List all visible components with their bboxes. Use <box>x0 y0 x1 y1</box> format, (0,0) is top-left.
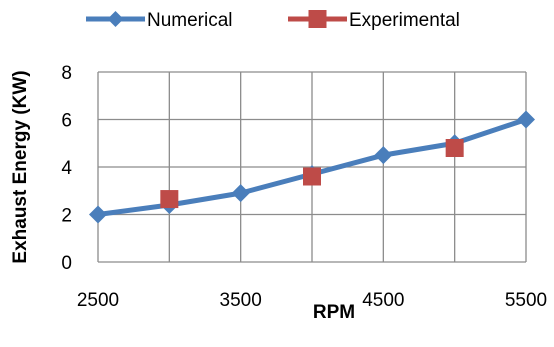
data-point-experimental <box>445 139 464 157</box>
y-tick-label: 0 <box>61 253 72 274</box>
x-tick-label: 3500 <box>220 290 262 311</box>
y-tick-label: 2 <box>61 206 72 227</box>
legend-label-numerical: Numerical <box>147 10 233 31</box>
legend-marker-experimental <box>308 10 327 28</box>
legend-marker-numerical <box>107 11 124 27</box>
y-tick-label: 6 <box>61 111 72 132</box>
series-layer <box>89 110 535 224</box>
legend-item-experimental: Experimental <box>288 10 460 31</box>
legend-label-experimental: Experimental <box>349 10 460 31</box>
legend-item-numerical: Numerical <box>86 10 233 31</box>
x-tick-label: 2500 <box>77 290 119 311</box>
x-tick-label: 4500 <box>362 290 404 311</box>
x-axis-title: RPM <box>313 302 355 323</box>
series-experimental <box>160 139 464 209</box>
plot-area: 0 2 4 6 8 2500 3500 4500 5500 <box>61 63 547 311</box>
data-point-numerical <box>374 146 393 165</box>
y-tick-label: 8 <box>61 63 72 84</box>
data-point-experimental <box>160 190 179 209</box>
x-axis-ticks: 2500 3500 4500 5500 <box>77 290 547 311</box>
data-point-numerical <box>231 184 250 203</box>
data-point-numerical <box>89 205 107 224</box>
x-tick-label: 5500 <box>505 290 547 311</box>
data-point-numerical <box>517 110 535 129</box>
y-axis-title: Exhaust Energy (KW) <box>10 70 31 263</box>
data-point-experimental <box>303 167 321 186</box>
y-axis-ticks: 0 2 4 6 8 <box>61 63 72 274</box>
legend: Numerical Experimental <box>86 10 460 31</box>
y-tick-label: 4 <box>61 158 72 179</box>
